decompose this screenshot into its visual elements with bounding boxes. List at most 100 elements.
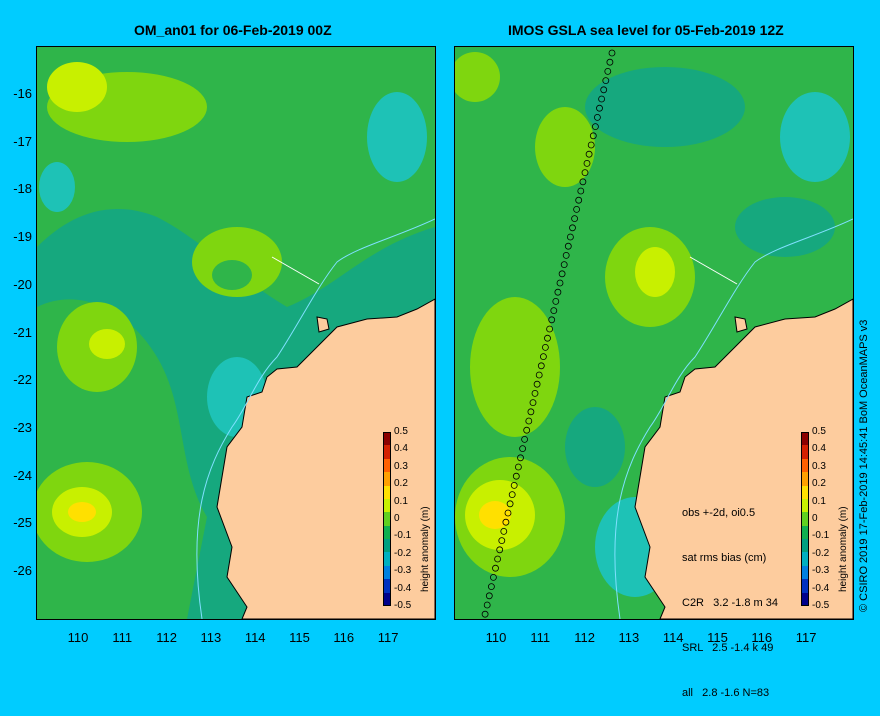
track-point: [591, 123, 599, 130]
track-point: [562, 251, 570, 259]
left-map-svg: [37, 47, 435, 619]
right-colorbar-label: -0.5: [812, 600, 830, 611]
track-point: [523, 426, 531, 434]
track-point: [525, 417, 533, 425]
track-point: [573, 205, 580, 213]
right-colorbar-label: 0.3: [812, 460, 826, 472]
track-point: [604, 67, 612, 75]
right-colorbar-label: 0.5: [812, 426, 826, 437]
left-colorbar-swatch: [383, 498, 391, 513]
right-colorbar-title: height anomaly (m): [838, 506, 849, 592]
track-point: [544, 334, 551, 342]
right-colorbar-swatch: [801, 552, 809, 567]
track-point: [521, 435, 528, 443]
right-transect-line: [689, 256, 738, 285]
track-point: [490, 574, 497, 581]
track-point: [585, 150, 593, 158]
right-colorbar-swatch: [801, 525, 809, 540]
track-point: [519, 445, 526, 453]
left-y-tick: -16: [13, 86, 32, 101]
left-y-tick: -18: [13, 181, 32, 197]
left-x-tick: 113: [200, 630, 222, 645]
right-map-panel: [454, 46, 854, 620]
left-y-tick: -24: [13, 467, 32, 483]
track-point: [583, 160, 591, 167]
track-point: [600, 86, 608, 94]
track-point: [533, 380, 541, 388]
track-point: [560, 261, 568, 269]
track-point: [496, 546, 504, 554]
left-y-tick: -19: [13, 229, 32, 245]
track-point: [483, 601, 491, 609]
track-point: [531, 389, 539, 397]
track-point: [504, 509, 512, 517]
track-point: [500, 527, 508, 535]
left-colorbar-label: 0.5: [394, 426, 408, 437]
track-point: [527, 408, 535, 416]
right-colorbar-swatch: [801, 579, 809, 594]
right-x-tick: 116: [751, 630, 773, 645]
track-point: [556, 279, 564, 287]
track-point: [546, 325, 553, 333]
track-point: [567, 233, 574, 241]
credit-text: © CSIRO 2019 17-Feb-2019 14:45:41 BoM Oc…: [858, 319, 870, 612]
left-colorbar-label: 0.1: [394, 495, 408, 507]
left-x-tick: 110: [67, 630, 89, 645]
right-colorbar-swatch: [801, 512, 809, 527]
left-colorbar-frame: [383, 432, 391, 606]
right-colorbar-label: 0.2: [812, 478, 826, 490]
track-point: [602, 77, 610, 84]
left-colorbar-label: 0.2: [394, 478, 408, 490]
track-point: [554, 288, 562, 296]
right-x-tick: 115: [707, 630, 728, 645]
right-colorbar-swatch: [801, 458, 809, 473]
right-colorbar-swatch: [801, 539, 809, 553]
left-y-tick: -25: [13, 515, 32, 531]
track-point: [481, 610, 489, 618]
left-y-tick: -21: [13, 324, 32, 340]
track-point: [485, 592, 493, 600]
right-colorbar-label: -0.1: [812, 530, 830, 542]
track-point: [587, 141, 595, 149]
right-land-mass: [634, 298, 853, 619]
right-colorbar-swatch: [801, 565, 809, 580]
track-point: [529, 399, 537, 407]
right-x-tick: 113: [618, 630, 640, 645]
left-y-tick: -26: [13, 563, 32, 578]
right-colorbar-swatch: [801, 485, 809, 500]
track-point: [488, 583, 495, 590]
left-colorbar-label: -0.5: [394, 600, 412, 611]
track-point: [579, 178, 587, 186]
right-colorbar-label: 0.1: [812, 495, 826, 507]
left-colorbar-swatch: [383, 552, 391, 567]
track-point: [550, 307, 558, 315]
right-colorbar-label: -0.3: [812, 565, 830, 577]
left-colorbar-swatch: [383, 445, 391, 460]
track-point: [608, 49, 616, 57]
right-x-tick: 112: [574, 630, 595, 645]
track-point: [593, 114, 601, 121]
obs-stats-line3: C2R 3.2 -1.8 m 34: [682, 597, 778, 609]
left-colorbar-swatch: [383, 579, 391, 594]
left-y-tick: -22: [13, 372, 32, 388]
right-colorbar-label: 0: [812, 513, 818, 524]
track-point: [569, 224, 576, 232]
right-colorbar-swatch: [801, 432, 809, 446]
right-colorbar-frame: [801, 432, 809, 606]
left-colorbar-title: height anomaly (m): [420, 506, 431, 592]
track-point: [598, 95, 606, 103]
right-colorbar-swatch: [801, 498, 809, 513]
left-x-tick: 116: [333, 630, 355, 645]
track-point: [571, 215, 578, 223]
track-point: [510, 481, 518, 489]
obs-stats-line4: SRL 2.5 -1.4 k 49: [682, 642, 774, 654]
right-colorbar-label: -0.2: [812, 547, 830, 559]
right-x-tick: 117: [795, 630, 817, 645]
left-x-tick: 117: [377, 630, 399, 645]
track-point: [581, 169, 589, 176]
track-point: [508, 491, 516, 499]
left-y-tick: -20: [13, 276, 32, 292]
left-colorbar-swatch: [383, 485, 391, 500]
track-point: [492, 564, 499, 572]
track-point: [548, 316, 556, 324]
